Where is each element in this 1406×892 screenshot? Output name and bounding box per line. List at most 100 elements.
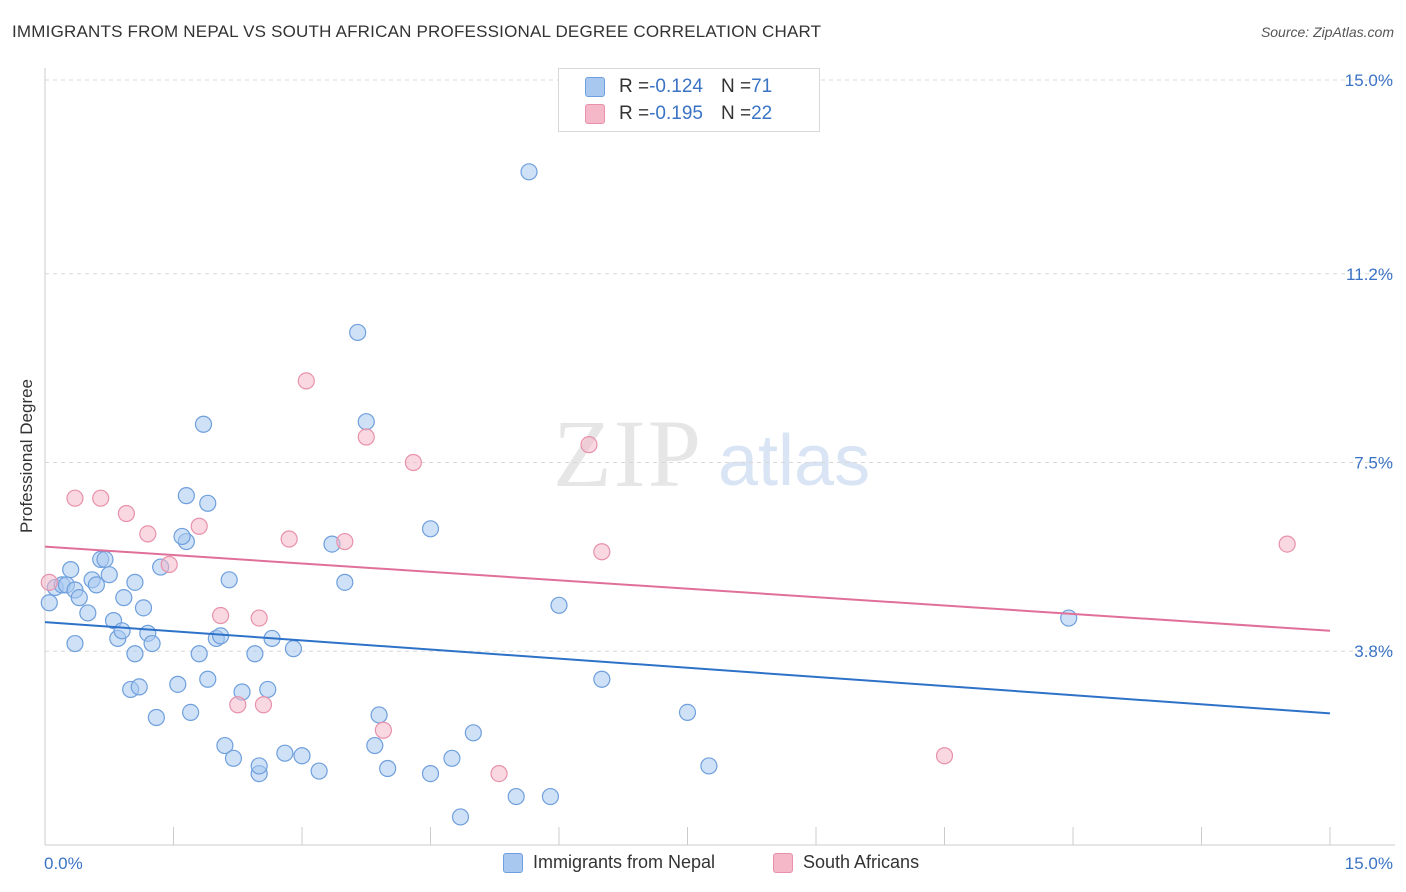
nepal-point [464, 724, 482, 742]
nepal-point [199, 670, 217, 688]
south-africans-point [40, 573, 58, 591]
nepal-point [40, 594, 58, 612]
nepal-point [593, 670, 611, 688]
south-africans-point [160, 555, 178, 574]
y-tick-label: 11.2% [1346, 265, 1393, 284]
south-africans-point [580, 436, 598, 454]
legend-swatch-nepal [585, 77, 605, 97]
legend-row-south-africans: R = -0.195 N = 22 [585, 101, 772, 127]
nepal-point [507, 787, 525, 806]
x-tick-labels: 0.0% 15.0% [44, 854, 1393, 873]
data-points [40, 163, 1296, 826]
y-tick-label: 3.8% [1354, 642, 1393, 661]
nepal-point [520, 163, 538, 181]
correlation-legend: R = -0.124 N = 71 R = -0.195 N = 22 [558, 68, 820, 132]
nepal-trend-line [44, 621, 1331, 715]
nepal-point [126, 645, 144, 663]
source-label: Source: ZipAtlas.com [1260, 24, 1394, 40]
watermark-zip: ZIP [553, 400, 703, 507]
nepal-point [349, 323, 367, 342]
nepal-point [220, 571, 238, 589]
grid-lines [45, 79, 1395, 652]
south-africans-point [1278, 535, 1296, 553]
nepal-point [421, 764, 440, 783]
south-africans-point [254, 696, 273, 714]
trend-lines [44, 545, 1331, 715]
bottom-legend-nepal: Immigrants from Nepal [503, 852, 715, 873]
nepal-point [79, 604, 97, 622]
nepal-point [169, 675, 187, 693]
y-tick-label: 15.0% [1345, 71, 1393, 90]
nepal-point [173, 527, 191, 546]
south-africans-point [490, 764, 508, 783]
south-africans-point [357, 428, 375, 446]
nepal-point [366, 736, 384, 755]
bottom-legend-south-africans: South Africans [773, 852, 919, 873]
south-africans-point [139, 525, 157, 543]
bottom-legend-swatch-nepal [503, 852, 523, 873]
nepal-point [130, 678, 148, 696]
nepal-point [66, 634, 84, 653]
legend-n-label: N = [720, 103, 752, 124]
legend-n-label: N = [720, 76, 752, 97]
nepal-point [190, 645, 208, 663]
x-tick-label: 15.0% [1345, 854, 1393, 873]
nepal-point [113, 622, 131, 640]
legend-r-value: -0.124 [649, 76, 703, 97]
nepal-point [379, 759, 397, 778]
south-africans-point [404, 453, 422, 472]
bottom-legend-label-south-africans: South Africans [803, 852, 920, 872]
legend-r-label: R = [619, 103, 650, 124]
bottom-legend-label-nepal: Immigrants from Nepal [533, 852, 716, 872]
axes [44, 68, 1395, 846]
nepal-point [246, 645, 264, 663]
nepal-point [293, 747, 311, 765]
nepal-point [443, 749, 461, 767]
legend-swatch-south-africans [585, 104, 605, 124]
south-africans-point [117, 504, 135, 523]
nepal-point [370, 706, 388, 724]
nepal-point [678, 703, 697, 722]
south-africans-point [336, 532, 354, 551]
nepal-point [96, 550, 114, 569]
legend-r-value: -0.195 [649, 103, 703, 124]
nepal-point [62, 560, 80, 579]
nepal-point [87, 576, 106, 594]
nepal-point [284, 640, 303, 658]
y-tick-labels: 3.8% 7.5% 11.2% 15.0% [1345, 71, 1393, 661]
nepal-point [143, 634, 161, 653]
bottom-legend-swatch-south-africans [773, 852, 793, 873]
nepal-point [70, 589, 88, 607]
south-africans-point [212, 606, 230, 625]
nepal-point [182, 703, 200, 722]
south-africans-point [935, 747, 954, 765]
south-africans-point [374, 721, 392, 739]
nepal-point [336, 573, 354, 591]
y-tick-label: 7.5% [1354, 454, 1393, 473]
nepal-point [134, 599, 153, 617]
nepal-point [177, 487, 195, 505]
nepal-point [126, 573, 144, 591]
x-ticks [44, 827, 1331, 845]
x-tick-label: 0.0% [44, 854, 83, 873]
nepal-point [700, 757, 718, 775]
south-africans-point [66, 489, 84, 507]
south-africans-point [297, 372, 315, 390]
legend-n-value: 71 [751, 76, 773, 97]
nepal-point [194, 415, 213, 433]
legend-r-label: R = [619, 76, 650, 97]
nepal-point [276, 744, 294, 762]
nepal-point [541, 787, 560, 806]
south-africans-point [593, 543, 611, 561]
nepal-point [224, 749, 243, 767]
nepal-point [310, 762, 328, 780]
legend-n-value: 22 [751, 103, 773, 124]
south-africans-point [229, 696, 247, 714]
south-africans-point [190, 517, 208, 535]
nepal-point [259, 680, 277, 699]
nepal-point [199, 494, 217, 512]
nepal-point [115, 589, 133, 607]
watermark-atlas: atlas [718, 421, 871, 501]
nepal-point [550, 596, 568, 614]
